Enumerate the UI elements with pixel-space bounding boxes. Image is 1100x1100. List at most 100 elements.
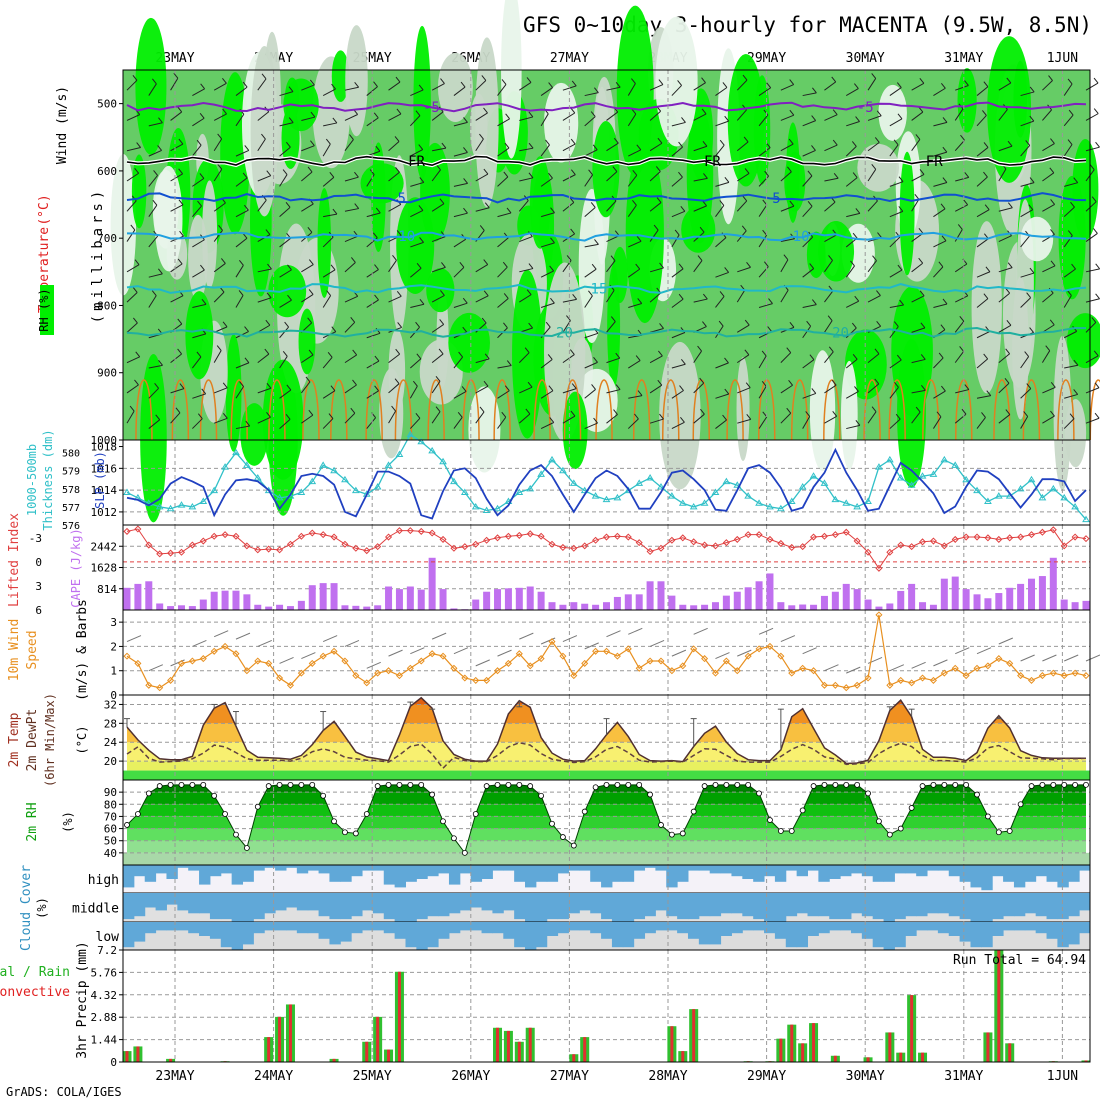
wind-barb bbox=[519, 177, 534, 182]
wind-speed-marker bbox=[908, 679, 916, 687]
cloud-bar bbox=[666, 865, 678, 888]
wind-barb bbox=[889, 386, 899, 399]
rh-patch bbox=[840, 360, 858, 470]
wind-barb bbox=[737, 173, 750, 182]
wind-barb bbox=[540, 212, 555, 218]
wind-barb-flag bbox=[1028, 204, 1034, 211]
precip-convective-bar bbox=[528, 1027, 532, 1062]
cloud-bar bbox=[372, 865, 385, 871]
cloud-bar bbox=[785, 893, 798, 917]
wind-barb bbox=[257, 297, 272, 303]
rh-band-fill bbox=[127, 840, 1086, 853]
cloud-bar bbox=[459, 893, 472, 911]
wind-barb bbox=[431, 266, 446, 273]
wind-barb-flag bbox=[441, 142, 447, 149]
cloud-bar bbox=[166, 865, 178, 879]
wind-speed-marker bbox=[646, 657, 654, 665]
wind-speed-marker bbox=[875, 611, 883, 619]
wind-barb-flag bbox=[768, 298, 773, 304]
lifted-index-marker bbox=[374, 543, 382, 551]
wind-barb-flag bbox=[288, 117, 294, 123]
wind-speed-marker bbox=[668, 667, 676, 675]
cape-bar bbox=[690, 605, 698, 610]
wind-barb-flag bbox=[724, 177, 730, 183]
wind-barb-flag bbox=[1050, 260, 1056, 267]
cloud-unit-label: (%) bbox=[35, 897, 49, 919]
warm-contour bbox=[330, 379, 348, 441]
wind-barb bbox=[867, 260, 877, 273]
wind-barb-flag bbox=[919, 78, 925, 84]
lifted-index-marker bbox=[690, 538, 698, 546]
wind-barb bbox=[802, 304, 817, 308]
lifted-index-marker bbox=[1060, 542, 1068, 550]
wind-barb-flag bbox=[762, 229, 768, 236]
wind-barb bbox=[976, 238, 989, 248]
wind-barb-flag bbox=[655, 166, 661, 172]
cloud-bar bbox=[883, 893, 895, 922]
wind-barb bbox=[715, 237, 727, 248]
cloud-bar bbox=[1046, 893, 1058, 920]
wind-speed-marker bbox=[265, 659, 273, 667]
cloud-bar bbox=[362, 922, 374, 931]
wind-barb-flag bbox=[702, 293, 708, 300]
wind-barb-flag bbox=[199, 173, 205, 179]
rh-marker bbox=[167, 781, 174, 788]
wind-barb bbox=[453, 356, 464, 369]
bottom-date-label: 31MAY bbox=[944, 1069, 983, 1084]
thickness-marker bbox=[308, 477, 317, 485]
wind-barb bbox=[170, 111, 183, 121]
wind-barb-flag bbox=[963, 199, 969, 206]
rh-axis-label: RH (%) bbox=[37, 288, 51, 331]
wind-barb bbox=[911, 199, 920, 212]
wind-barb bbox=[388, 141, 400, 152]
wind-barb bbox=[410, 89, 424, 97]
wind-barb-flag bbox=[242, 81, 248, 88]
contour-label: 5 bbox=[398, 191, 406, 207]
wind-barb-flag bbox=[479, 406, 485, 413]
thickness-marker bbox=[548, 455, 556, 463]
wind-barb-flag bbox=[1006, 319, 1012, 326]
wind-barb bbox=[235, 265, 244, 278]
rh-marker bbox=[233, 831, 239, 838]
wind-barb-flag bbox=[895, 413, 901, 420]
wind-barb-flag bbox=[964, 80, 969, 86]
cloud-bar bbox=[905, 893, 917, 917]
cape-bar bbox=[613, 596, 621, 610]
wind-barb bbox=[867, 353, 880, 364]
wind-barb bbox=[431, 203, 445, 212]
cape-bar bbox=[984, 598, 992, 610]
wind-barb-flag bbox=[745, 382, 751, 388]
wind-barb bbox=[780, 238, 795, 243]
cloud-row-label: high bbox=[88, 873, 119, 888]
wind-barb-flag bbox=[1093, 108, 1099, 114]
wind-barb-flag bbox=[419, 237, 424, 243]
thickness-marker bbox=[537, 470, 545, 477]
thickness-marker bbox=[580, 486, 589, 494]
cloud-bar bbox=[188, 922, 200, 934]
wind-barb bbox=[410, 358, 422, 369]
wind-barb-flag bbox=[440, 290, 445, 296]
cloud-bar bbox=[742, 865, 754, 879]
cape-bar bbox=[297, 600, 305, 610]
cloud-bar bbox=[123, 893, 135, 920]
wind-barb bbox=[1020, 91, 1035, 97]
rh-band-fill bbox=[143, 792, 1086, 805]
temperature-contour bbox=[126, 155, 1087, 167]
wind-barb bbox=[867, 295, 881, 303]
rh-marker bbox=[788, 828, 795, 834]
wind-barb-flag bbox=[1094, 412, 1100, 419]
wind-barb-flag bbox=[680, 358, 686, 365]
cloud-bar bbox=[307, 893, 320, 911]
wind-barb bbox=[584, 116, 596, 127]
wind-barb-flag bbox=[591, 384, 596, 390]
wind-barb bbox=[845, 177, 858, 187]
wind-barb-flag bbox=[352, 379, 357, 386]
wind-barb-flag bbox=[483, 259, 489, 265]
wind-barb-flag bbox=[631, 78, 636, 84]
wind-barb bbox=[715, 296, 725, 308]
wind-barb-flag bbox=[1068, 109, 1074, 116]
cloud-bar bbox=[1013, 922, 1026, 931]
wind-barb bbox=[976, 395, 991, 399]
wind-barb-flag bbox=[196, 351, 202, 358]
y-tick-label: 5.76 bbox=[91, 966, 118, 979]
